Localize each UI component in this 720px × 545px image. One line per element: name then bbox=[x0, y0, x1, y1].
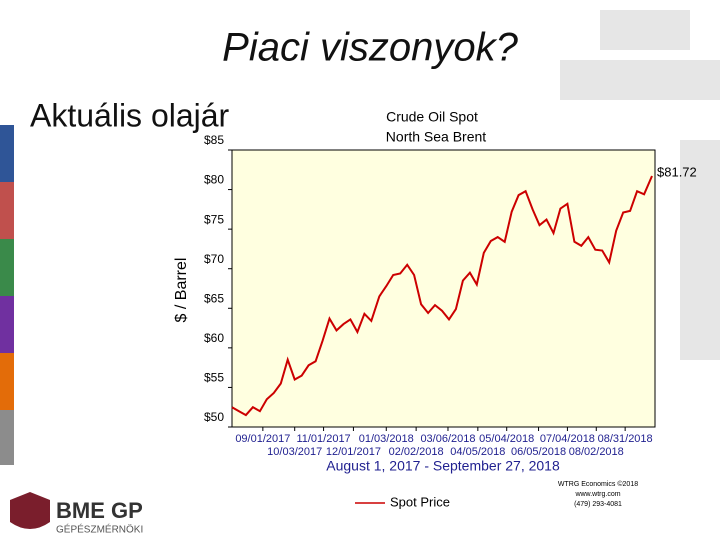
x-tick-label: 05/04/2018 bbox=[479, 433, 534, 445]
y-tick-label: $50 bbox=[204, 410, 224, 424]
credit: www.wtrg.com bbox=[574, 491, 620, 498]
x-tick-label: 03/06/2018 bbox=[420, 433, 475, 445]
x-tick-label: 01/03/2018 bbox=[359, 433, 414, 445]
bar-orange bbox=[0, 353, 14, 410]
y-tick-label: $70 bbox=[204, 252, 224, 266]
y-tick-label: $60 bbox=[204, 331, 224, 345]
plot: $50 $55 $60 $65 $70 $75 $80 $85 09/01/201710/03/… bbox=[204, 133, 697, 458]
x-tick-label: 08/02/2018 bbox=[569, 446, 624, 458]
y-tick-label: $75 bbox=[204, 212, 224, 226]
bar-green bbox=[0, 239, 14, 296]
y-tick-label: $80 bbox=[204, 173, 224, 187]
legend-label: Spot Price bbox=[390, 494, 450, 509]
price-line bbox=[231, 175, 653, 417]
x-tick-label: 09/01/2017 bbox=[235, 433, 290, 445]
slide-subtitle: Aktuális olajár bbox=[30, 97, 230, 133]
side-bars bbox=[0, 125, 14, 465]
y-tick-label: $85 bbox=[204, 133, 224, 147]
logo-crest bbox=[10, 492, 50, 529]
bar-purple bbox=[0, 296, 14, 353]
x-tick-label: 07/04/2018 bbox=[540, 433, 595, 445]
plot-area bbox=[231, 149, 656, 428]
credit: WTRG Economics ©2018 bbox=[558, 480, 638, 488]
end-label: $81.72 bbox=[657, 164, 697, 179]
bar-red bbox=[0, 182, 14, 239]
logo: BME GP GÉPÉSZMÉRNÖKI bbox=[10, 492, 143, 536]
watermark-shape bbox=[560, 60, 720, 100]
watermark-shape bbox=[680, 140, 720, 360]
x-tick-label: 04/05/2018 bbox=[450, 446, 505, 458]
y-tick-label: $55 bbox=[204, 371, 224, 385]
chart-title: Crude Oil Spot bbox=[386, 109, 478, 125]
x-tick-label: 08/31/2018 bbox=[598, 433, 653, 445]
watermark bbox=[560, 10, 720, 360]
bar-blue bbox=[0, 125, 14, 182]
credit: (479) 293-4081 bbox=[574, 501, 622, 508]
logo-subtitle: GÉPÉSZMÉRNÖKI bbox=[56, 523, 143, 536]
x-axis-label: August 1, 2017 - September 27, 2018 bbox=[326, 458, 560, 474]
y-tick-label: $65 bbox=[204, 291, 224, 305]
bar-gray bbox=[0, 410, 14, 465]
x-tick-label: 06/05/2018 bbox=[511, 446, 566, 458]
chart-subtitle: North Sea Brent bbox=[386, 129, 486, 145]
logo-name: BME GP bbox=[56, 498, 143, 523]
x-tick-label: 10/03/2017 bbox=[267, 446, 322, 458]
x-tick-label: 12/01/2017 bbox=[326, 446, 381, 458]
slide-title: Piaci viszonyok? bbox=[222, 26, 518, 70]
x-tick-label: 11/01/2017 bbox=[296, 433, 350, 445]
watermark-shape bbox=[600, 10, 690, 50]
y-axis-label: $ / Barrel bbox=[173, 258, 190, 323]
x-tick-label: 02/02/2018 bbox=[389, 446, 444, 458]
